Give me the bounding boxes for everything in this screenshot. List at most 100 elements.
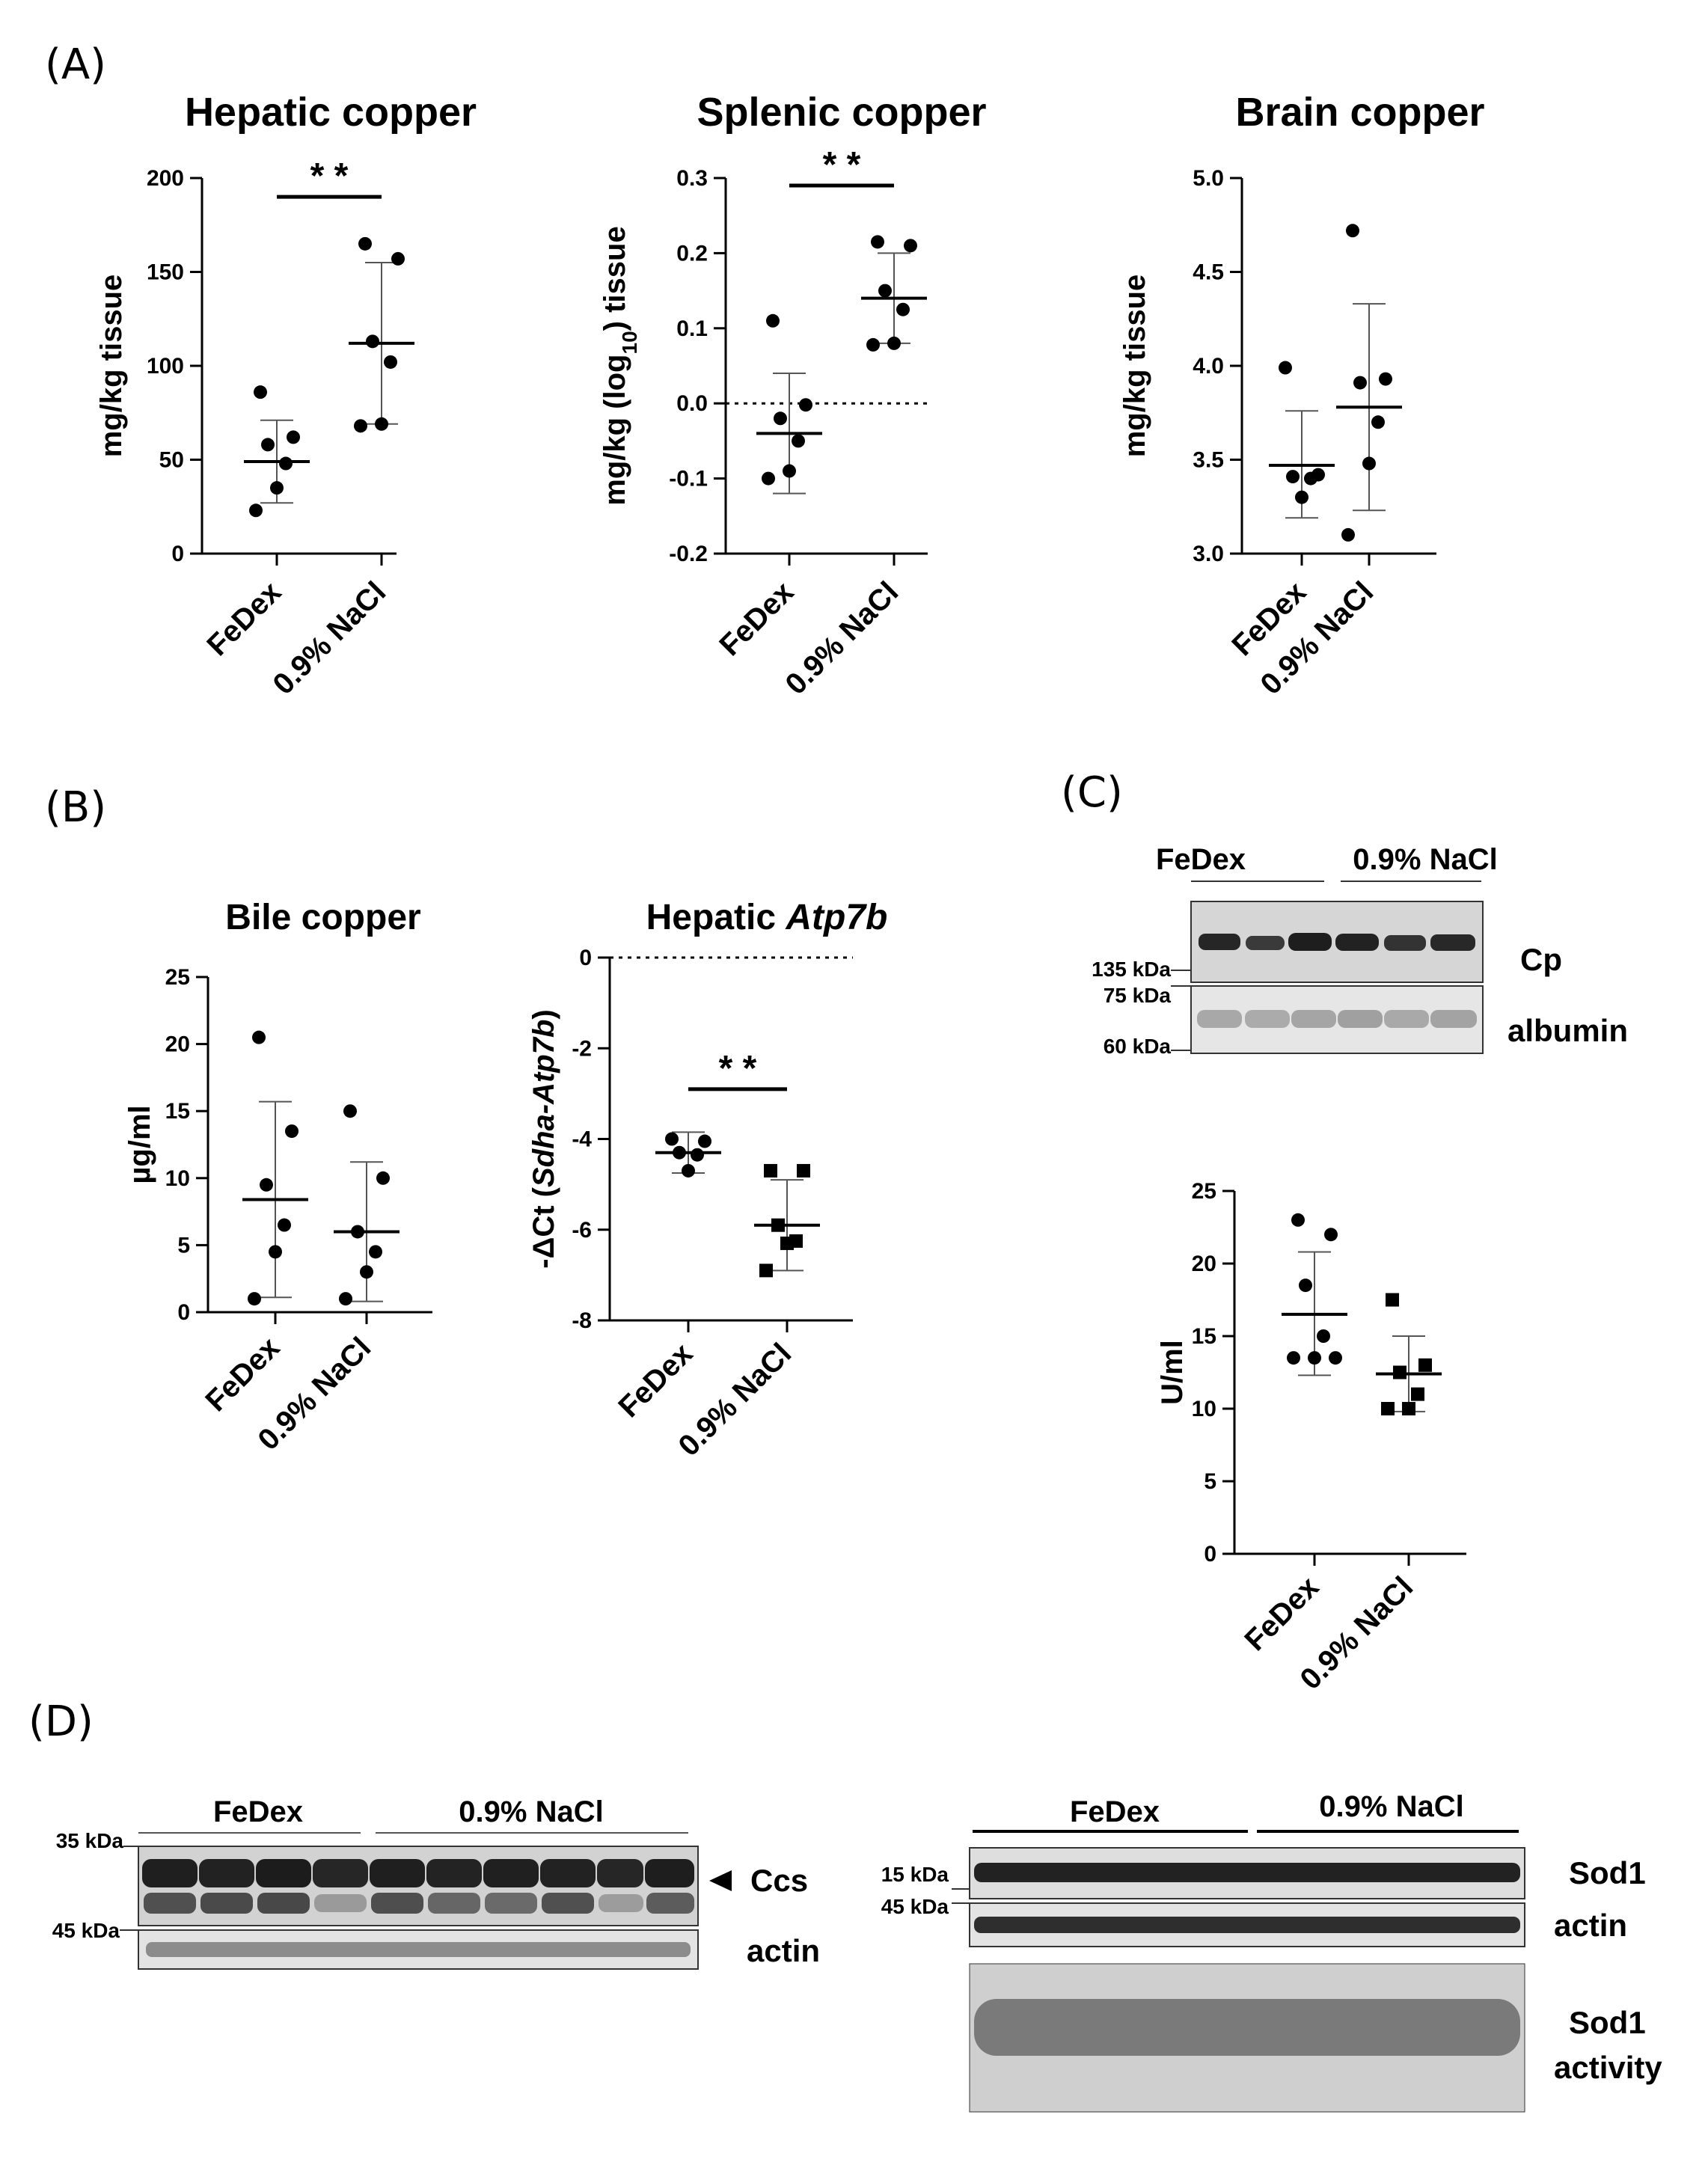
chart-title: Brain copper (1235, 90, 1484, 135)
chart-title: Splenic copper (697, 90, 986, 135)
data-point (351, 1225, 364, 1239)
data-point (1279, 361, 1292, 375)
data-point (375, 417, 388, 431)
data-point (878, 284, 892, 298)
data-point (261, 438, 275, 452)
data-point (248, 1292, 261, 1306)
data-point (792, 434, 805, 448)
data-point (1386, 1293, 1399, 1307)
chart-title-part: Hepatic (646, 898, 786, 937)
y-tick-label: 0.1 (676, 316, 708, 341)
blot-dr-sod1-band (974, 1863, 1520, 1882)
x-category-label: FeDex (201, 575, 287, 662)
y-tick-label: -4 (572, 1127, 592, 1152)
blot-c-marker-60: 60 kDa (1104, 1035, 1172, 1058)
blot-c-marker-75: 75 kDa (1104, 984, 1172, 1007)
data-point (1287, 1351, 1300, 1365)
blot-c-label-cp: Cp (1520, 942, 1562, 977)
y-label-italic: Sdha-Atp7b (527, 1020, 560, 1187)
data-point (1411, 1387, 1424, 1401)
chart-title: Hepatic copper (185, 90, 477, 135)
blot-c-label-albumin: albumin (1507, 1013, 1628, 1048)
arrowhead-icon (709, 1870, 732, 1891)
data-point (285, 1124, 299, 1139)
x-category-label: FeDex (713, 575, 800, 662)
data-point (1286, 470, 1300, 484)
y-label-sub: 10 (618, 331, 641, 354)
blot-dr-actin-band (974, 1917, 1520, 1933)
y-axis-label: mg/kg (log10) tissue (599, 226, 641, 505)
data-point (797, 1163, 810, 1178)
significance-mark: * * (310, 156, 349, 196)
y-tick-label: 15 (165, 1099, 190, 1124)
data-point (766, 313, 780, 328)
y-tick-label: 200 (147, 166, 184, 191)
y-tick-label: -8 (572, 1308, 592, 1333)
y-axis-label: mg/kg tissue (95, 275, 128, 458)
blot-dr-label-sod1-activity: Sod1 (1569, 2005, 1646, 2040)
data-point (1299, 1279, 1312, 1293)
data-point (762, 471, 775, 486)
data-point (1341, 527, 1355, 542)
data-point (384, 355, 397, 369)
blot-dr-marker-45: 45 kDa (881, 1895, 949, 1918)
panel-letter-d: (D) (28, 1697, 94, 1746)
y-tick-label: 0 (1204, 1542, 1216, 1567)
y-tick-label: 25 (1192, 1179, 1216, 1204)
blot-dl-group-nacl: 0.9% NaCl (459, 1795, 603, 1828)
y-tick-label: 5 (1204, 1469, 1216, 1494)
x-category-label: FeDex (612, 1337, 699, 1424)
blot-dr-group-nacl: 0.9% NaCl (1319, 1790, 1463, 1823)
data-point (1362, 456, 1376, 471)
data-point (1317, 1329, 1330, 1343)
data-point (252, 1030, 266, 1044)
y-tick-label: -6 (572, 1218, 592, 1243)
data-point (1324, 1228, 1338, 1242)
data-point (1402, 1402, 1415, 1415)
data-point (783, 464, 796, 478)
blot-d-left: FeDex 0.9% NaCl 3 (52, 1795, 820, 1970)
y-tick-label: 10 (1192, 1397, 1216, 1421)
blot-dr-activity-band (974, 1999, 1520, 2056)
significance-mark: * * (719, 1049, 757, 1088)
panel-letter-b: (B) (45, 783, 106, 832)
data-point (360, 1265, 373, 1279)
y-tick-label: 0 (177, 1300, 190, 1325)
blot-dl-label-actin: actin (747, 1933, 820, 1968)
data-point (1379, 372, 1392, 386)
data-point (278, 1218, 291, 1232)
chart-splenic-copper: Splenic copper -0.2 -0.1 0.0 0.1 0.2 0.3 FeDex0… (599, 90, 987, 701)
blot-dl-label-ccs: Ccs (750, 1863, 808, 1898)
data-point (887, 336, 901, 350)
chart-title: Bile copper (225, 898, 420, 937)
data-point (896, 302, 910, 316)
y-tick-label: -0.2 (669, 542, 708, 566)
chart-title-part-italic: Atp7b (785, 898, 887, 937)
y-axis-label: mg/kg tissue (1118, 275, 1151, 458)
y-tick-label: 0.2 (676, 241, 708, 266)
y-tick-label: 3.0 (1193, 542, 1224, 566)
blot-dr-group-fedex: FeDex (1070, 1795, 1160, 1828)
data-point (376, 1171, 390, 1185)
y-tick-label: 0.3 (676, 166, 708, 191)
data-point (1308, 1351, 1321, 1365)
data-point (780, 1236, 794, 1250)
data-point (1393, 1365, 1407, 1380)
data-point (866, 337, 880, 352)
data-point (698, 1134, 711, 1148)
blot-dr-label-sod1: Sod1 (1569, 1855, 1646, 1890)
data-point (673, 1145, 686, 1160)
blot-dl-actin-band (146, 1942, 691, 1957)
y-tick-label: 100 (147, 354, 184, 379)
data-point (871, 235, 884, 249)
data-point (1418, 1358, 1432, 1372)
y-tick-label: 25 (165, 965, 190, 990)
y-tick-label: 3.5 (1193, 448, 1224, 473)
data-point (339, 1292, 352, 1306)
y-tick-label: 5.0 (1193, 166, 1224, 191)
